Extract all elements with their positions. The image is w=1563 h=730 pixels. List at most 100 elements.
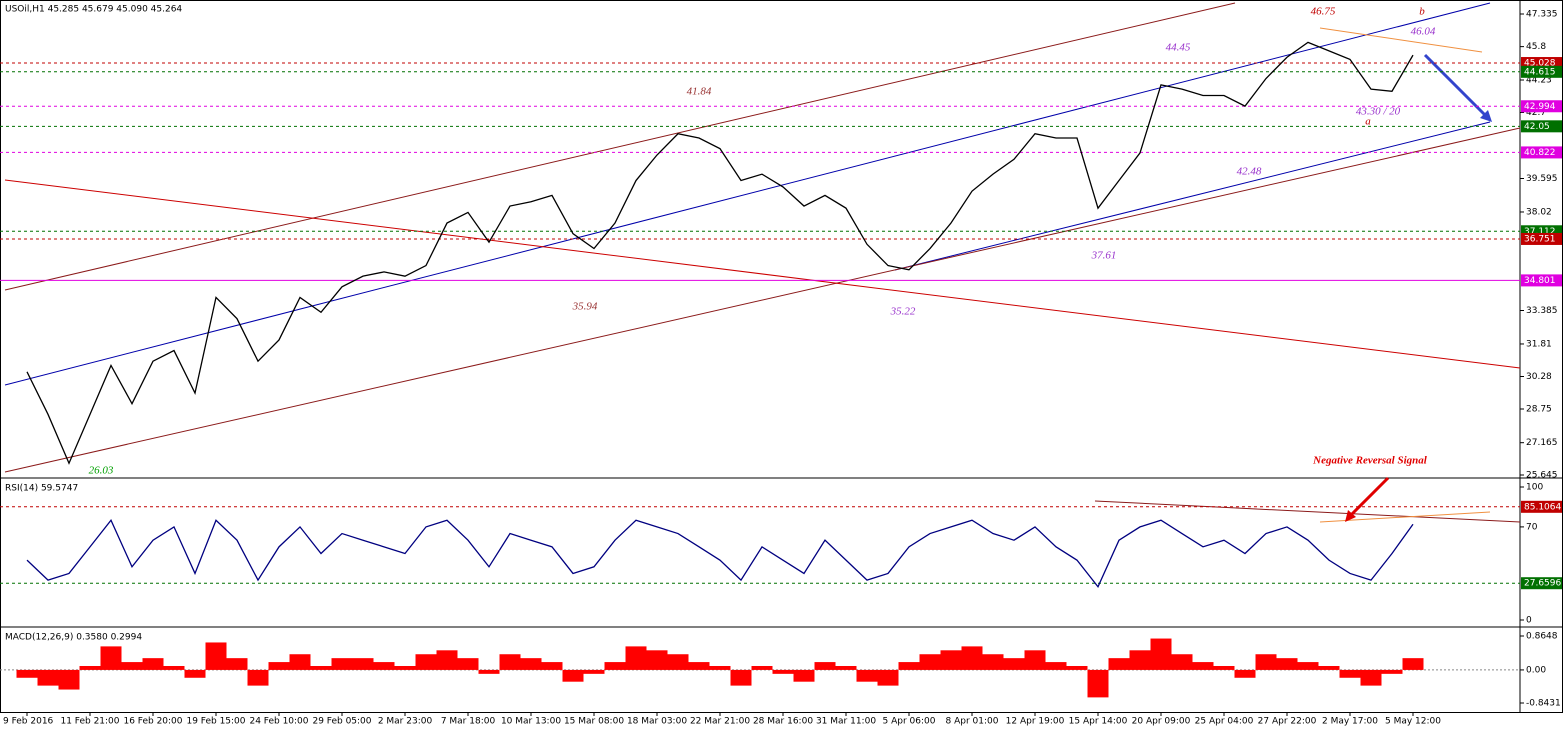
trendline [1094, 500, 1521, 523]
arrow-head [1345, 510, 1356, 522]
annotation: 44.45 [1166, 42, 1191, 54]
histogram-bar [142, 658, 164, 670]
histogram-bar [373, 662, 395, 670]
level-label: 42.994 [1524, 102, 1556, 112]
level-label: 45.028 [1524, 59, 1556, 69]
histogram-bar [1234, 669, 1256, 678]
histogram-bar [1024, 650, 1046, 670]
histogram-bar [163, 666, 185, 670]
annotation: 37.61 [1091, 250, 1117, 262]
histogram-bar [16, 669, 38, 678]
histogram-bar [1402, 658, 1424, 670]
y-tick-label: -0.8431 [1526, 699, 1561, 709]
x-tick-label: 31 Mar 11:00 [816, 717, 876, 727]
histogram-bar [1255, 654, 1277, 670]
trendline [4, 179, 1521, 369]
annotation: Negative Reversal Signal [1312, 455, 1428, 467]
level-label-box [1521, 65, 1562, 78]
y-tick-label: 33.385 [1526, 306, 1558, 316]
histogram-bar [604, 662, 626, 670]
y-tick-label: 47.335 [1526, 10, 1558, 20]
histogram-bar [58, 669, 80, 690]
x-tick-label: 10 Mar 13:00 [501, 717, 561, 727]
x-tick-label: 7 Mar 18:00 [441, 717, 496, 727]
annotation: 46.04 [1411, 26, 1436, 38]
arrow [1348, 476, 1390, 518]
annotation: 41.84 [687, 86, 712, 98]
histogram-bar [79, 666, 101, 670]
level-label: 37.112 [1524, 227, 1556, 237]
histogram-bar [1045, 662, 1067, 670]
histogram-bar [394, 666, 416, 670]
annotation: a [1365, 116, 1371, 128]
frame [0, 0, 1563, 713]
histogram-bar [856, 669, 878, 682]
histogram-bar [1213, 666, 1235, 670]
histogram-bar [436, 650, 458, 670]
level-label: 42.05 [1524, 122, 1550, 132]
histogram-bar [121, 662, 143, 670]
y-tick-label: 0.8648 [1526, 632, 1558, 642]
y-tick-label: 0.00 [1526, 665, 1546, 675]
y-tick-label: 70 [1526, 522, 1538, 532]
histogram-bar [1087, 669, 1109, 698]
histogram-bar [310, 666, 332, 670]
histogram-bar [1276, 658, 1298, 670]
histogram-bar [877, 669, 899, 686]
x-tick-label: 15 Apr 14:00 [1069, 717, 1128, 727]
level-label: 85.1064 [1524, 502, 1561, 512]
trendline [1319, 27, 1483, 53]
histogram-bar [961, 646, 983, 670]
histogram-bar [415, 654, 437, 670]
level-label-box [1521, 274, 1562, 287]
histogram-bar [226, 658, 248, 670]
y-tick-label: 28.75 [1526, 405, 1552, 415]
level-label-box [1521, 146, 1562, 159]
x-tick-label: 19 Feb 15:00 [186, 717, 245, 727]
y-tick-label: 31.81 [1526, 339, 1552, 349]
x-tick-label: 25 Apr 04:00 [1195, 717, 1254, 727]
y-tick-label: 38.02 [1526, 207, 1552, 217]
histogram-bar [835, 666, 857, 670]
level-label: 40.822 [1524, 148, 1556, 158]
histogram-bar [709, 666, 731, 670]
x-tick-label: 5 Apr 06:00 [883, 717, 936, 727]
histogram-bar [1360, 669, 1382, 686]
histogram-bar [1318, 666, 1340, 670]
histogram-bar [541, 662, 563, 670]
annotation: b [1419, 6, 1425, 18]
arrow-head [1480, 110, 1492, 122]
price-line [26, 519, 1414, 588]
x-tick-label: 24 Feb 10:00 [249, 717, 308, 727]
x-tick-label: 29 Feb 05:00 [312, 717, 371, 727]
annotation: 35.94 [572, 301, 598, 313]
y-tick-label: 44.23 [1526, 75, 1552, 85]
histogram-bar [562, 669, 584, 682]
histogram-bar [919, 654, 941, 670]
trendline [4, 2, 1236, 291]
x-tick-label: 2 Mar 23:00 [378, 717, 433, 727]
y-tick-label: 0 [1526, 616, 1532, 626]
level-label: 27.6596 [1524, 579, 1561, 589]
trendline [894, 121, 1491, 271]
annotation: 42.48 [1237, 166, 1262, 178]
histogram-bar [667, 654, 689, 670]
histogram-bar [1171, 654, 1193, 670]
histogram-bar [1108, 658, 1130, 670]
trendline [4, 127, 1521, 473]
x-tick-label: 15 Mar 08:00 [564, 717, 624, 727]
x-tick-label: 28 Mar 16:00 [753, 717, 813, 727]
histogram-bar [688, 662, 710, 670]
arrow [1423, 53, 1490, 120]
histogram-bar [1129, 650, 1151, 670]
annotation: 35.22 [890, 306, 916, 318]
y-tick-label: 25.645 [1526, 471, 1558, 481]
histogram-bar [1003, 658, 1025, 670]
level-label: 44.615 [1524, 67, 1556, 77]
histogram-bar [940, 650, 962, 670]
x-tick-label: 18 Mar 03:00 [627, 717, 687, 727]
histogram-bar [1339, 669, 1361, 678]
histogram-bar [247, 669, 269, 686]
histogram-bar [625, 646, 647, 670]
x-tick-label: 11 Feb 21:00 [60, 717, 119, 727]
